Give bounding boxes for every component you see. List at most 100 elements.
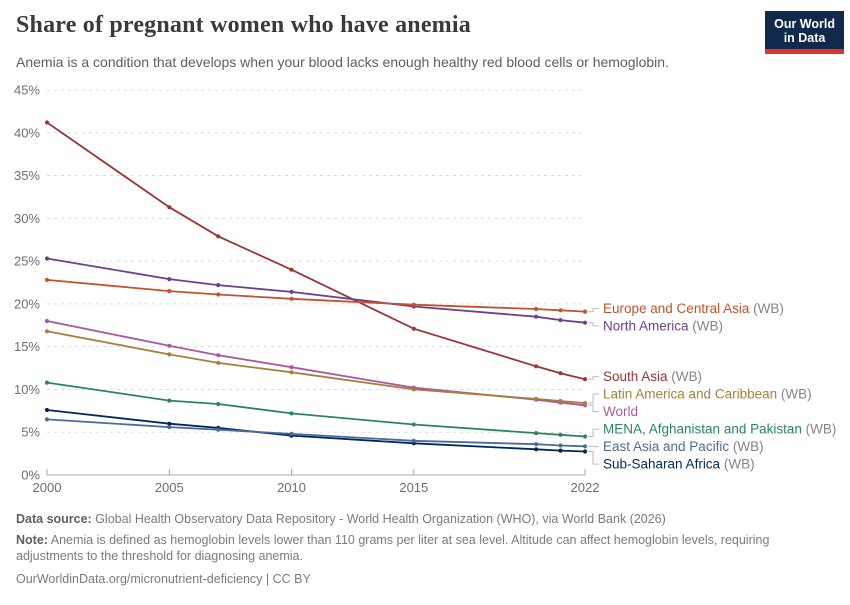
data-point-south-asia[interactable] — [558, 371, 562, 375]
data-point-mena-afghanistan-and-pakistan[interactable] — [558, 433, 562, 437]
owid-url: OurWorldinData.org/micronutrient-deficie… — [16, 571, 786, 588]
y-tick-label: 15% — [14, 339, 40, 354]
chart-footer: Data source: Global Health Observatory D… — [16, 511, 786, 591]
data-point-mena-afghanistan-and-pakistan[interactable] — [167, 399, 171, 403]
legend-connector — [588, 394, 599, 403]
data-point-east-asia-and-pacific[interactable] — [412, 439, 416, 443]
note-text: Anemia is defined as hemoglobin levels l… — [16, 533, 769, 564]
data-point-mena-afghanistan-and-pakistan[interactable] — [289, 411, 293, 415]
y-tick-label: 25% — [14, 254, 40, 269]
data-point-latin-america-and-caribbean[interactable] — [216, 361, 220, 365]
legend-label-south-asia[interactable]: South Asia (WB) — [603, 369, 702, 384]
data-point-north-america[interactable] — [289, 290, 293, 294]
data-point-south-asia[interactable] — [534, 364, 538, 368]
data-point-south-asia[interactable] — [216, 234, 220, 238]
y-tick-label: 30% — [14, 211, 40, 226]
data-point-south-asia[interactable] — [289, 268, 293, 272]
data-source-text: Global Health Observatory Data Repositor… — [92, 512, 666, 526]
data-point-europe-and-central-asia[interactable] — [558, 308, 562, 312]
data-point-sub-saharan-africa[interactable] — [583, 449, 587, 453]
data-point-europe-and-central-asia[interactable] — [216, 292, 220, 296]
data-point-sub-saharan-africa[interactable] — [45, 408, 49, 412]
x-tick-label: 2022 — [571, 480, 600, 495]
data-point-north-america[interactable] — [216, 283, 220, 287]
data-point-latin-america-and-caribbean[interactable] — [45, 329, 49, 333]
data-point-mena-afghanistan-and-pakistan[interactable] — [45, 381, 49, 385]
data-point-world[interactable] — [289, 365, 293, 369]
data-point-europe-and-central-asia[interactable] — [167, 289, 171, 293]
data-point-sub-saharan-africa[interactable] — [558, 449, 562, 453]
data-point-mena-afghanistan-and-pakistan[interactable] — [534, 431, 538, 435]
data-point-east-asia-and-pacific[interactable] — [167, 425, 171, 429]
x-tick-label: 2015 — [399, 480, 428, 495]
data-point-east-asia-and-pacific[interactable] — [558, 443, 562, 447]
chart-subtitle: Anemia is a condition that develops when… — [16, 54, 669, 70]
data-point-south-asia[interactable] — [583, 377, 587, 381]
data-point-world[interactable] — [45, 319, 49, 323]
note-label: Note: — [16, 533, 48, 547]
data-point-north-america[interactable] — [558, 318, 562, 322]
x-tick-label: 2000 — [33, 480, 62, 495]
owid-logo-line2: in Data — [774, 31, 835, 45]
data-point-north-america[interactable] — [45, 256, 49, 260]
legend-label-europe-and-central-asia[interactable]: Europe and Central Asia (WB) — [603, 301, 784, 316]
data-point-north-america[interactable] — [583, 321, 587, 325]
note-line: Note: Anemia is defined as hemoglobin le… — [16, 532, 786, 565]
legend-connector — [588, 405, 599, 411]
line-south-asia[interactable] — [47, 123, 585, 380]
owid-logo[interactable]: Our World in Data — [765, 11, 844, 54]
data-point-north-america[interactable] — [167, 277, 171, 281]
line-latin-america-and-caribbean[interactable] — [47, 331, 585, 403]
data-source-label: Data source: — [16, 512, 92, 526]
legend-connector — [588, 377, 599, 380]
data-point-east-asia-and-pacific[interactable] — [45, 417, 49, 421]
data-source-line: Data source: Global Health Observatory D… — [16, 511, 786, 528]
data-point-latin-america-and-caribbean[interactable] — [583, 401, 587, 405]
page-title: Share of pregnant women who have anemia — [16, 12, 471, 39]
data-point-world[interactable] — [216, 353, 220, 357]
data-point-world[interactable] — [167, 344, 171, 348]
data-point-latin-america-and-caribbean[interactable] — [558, 399, 562, 403]
line-europe-and-central-asia[interactable] — [47, 280, 585, 312]
line-east-asia-and-pacific[interactable] — [47, 419, 585, 446]
data-point-europe-and-central-asia[interactable] — [534, 307, 538, 311]
data-point-east-asia-and-pacific[interactable] — [534, 442, 538, 446]
data-point-latin-america-and-caribbean[interactable] — [534, 397, 538, 401]
legend-connector — [588, 452, 599, 465]
data-point-east-asia-and-pacific[interactable] — [289, 432, 293, 436]
data-point-south-asia[interactable] — [45, 120, 49, 124]
data-point-south-asia[interactable] — [412, 327, 416, 331]
x-tick-label: 2010 — [277, 480, 306, 495]
line-world[interactable] — [47, 321, 585, 405]
legend-connector — [588, 429, 599, 436]
legend-label-latin-america-and-caribbean[interactable]: Latin America and Caribbean (WB) — [603, 387, 812, 402]
data-point-east-asia-and-pacific[interactable] — [216, 428, 220, 432]
data-point-north-america[interactable] — [534, 315, 538, 319]
y-tick-label: 20% — [14, 296, 40, 311]
legend-label-north-america[interactable]: North America (WB) — [603, 318, 723, 333]
data-point-mena-afghanistan-and-pakistan[interactable] — [216, 402, 220, 406]
y-tick-label: 45% — [14, 83, 40, 98]
data-point-east-asia-and-pacific[interactable] — [583, 444, 587, 448]
legend-label-sub-saharan-africa[interactable]: Sub-Saharan Africa (WB) — [603, 457, 755, 472]
data-point-europe-and-central-asia[interactable] — [289, 297, 293, 301]
data-point-europe-and-central-asia[interactable] — [45, 278, 49, 282]
data-point-europe-and-central-asia[interactable] — [583, 310, 587, 314]
legend-label-east-asia-and-pacific[interactable]: East Asia and Pacific (WB) — [603, 439, 764, 454]
data-point-europe-and-central-asia[interactable] — [412, 303, 416, 307]
data-point-sub-saharan-africa[interactable] — [534, 447, 538, 451]
data-point-mena-afghanistan-and-pakistan[interactable] — [583, 434, 587, 438]
data-point-latin-america-and-caribbean[interactable] — [289, 370, 293, 374]
y-tick-label: 35% — [14, 168, 40, 183]
y-tick-label: 5% — [21, 425, 40, 440]
legend-label-world[interactable]: World — [603, 404, 638, 419]
line-mena-afghanistan-and-pakistan[interactable] — [47, 383, 585, 437]
x-tick-label: 2005 — [155, 480, 184, 495]
legend-connector — [588, 323, 599, 326]
line-north-america[interactable] — [47, 259, 585, 323]
data-point-south-asia[interactable] — [167, 205, 171, 209]
data-point-mena-afghanistan-and-pakistan[interactable] — [412, 422, 416, 426]
legend-label-mena-afghanistan-and-pakistan[interactable]: MENA, Afghanistan and Pakistan (WB) — [603, 422, 836, 437]
data-point-latin-america-and-caribbean[interactable] — [412, 387, 416, 391]
data-point-latin-america-and-caribbean[interactable] — [167, 352, 171, 356]
